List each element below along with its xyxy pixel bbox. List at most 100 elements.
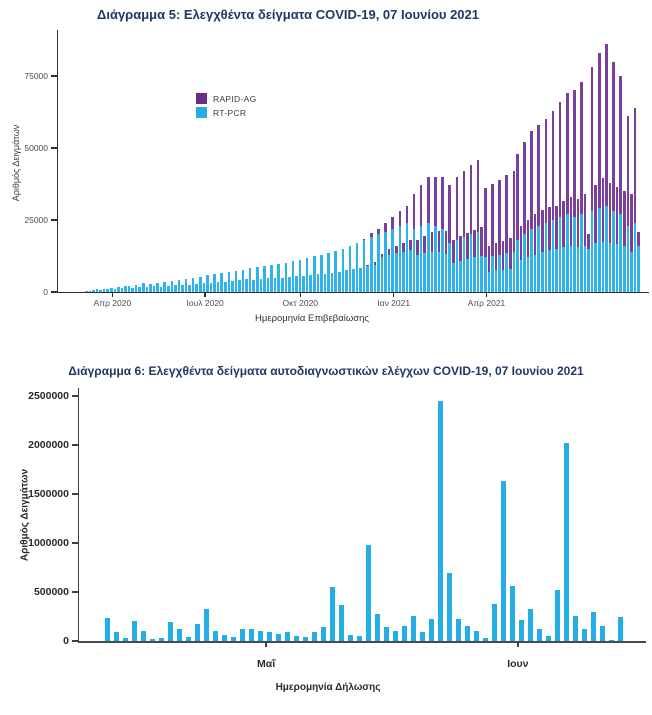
- rt-pcr-segment: [134, 284, 138, 292]
- rt-pcr-segment: [313, 256, 316, 292]
- stacked-bar: [630, 194, 633, 292]
- rapid-ag-segment: [480, 226, 483, 256]
- rt-pcr-segment: [99, 289, 102, 292]
- rapid-ag-segment: [384, 222, 387, 232]
- rt-pcr-segment: [106, 289, 109, 292]
- stacked-bar: [516, 153, 519, 292]
- rt-pcr-segment: [551, 220, 555, 292]
- selftest-bar: [105, 618, 110, 641]
- rapid-ag-segment: [380, 254, 384, 258]
- selftest-bar: [600, 625, 605, 641]
- x-tick-mark: [485, 292, 488, 297]
- rt-pcr-segment: [188, 285, 191, 292]
- rapid-ag-segment: [419, 185, 423, 226]
- stacked-bar: [580, 81, 583, 292]
- stacked-bar: [622, 191, 626, 292]
- stacked-bar: [181, 284, 184, 292]
- rapid-ag-segment: [455, 176, 459, 241]
- stacked-bar: [501, 240, 505, 292]
- stacked-bar: [259, 278, 263, 292]
- rt-pcr-segment: [109, 287, 113, 292]
- rt-pcr-segment: [526, 257, 530, 292]
- stacked-bar: [88, 290, 92, 292]
- rt-pcr-segment: [248, 268, 252, 292]
- rapid-ag-segment: [366, 265, 369, 267]
- rt-pcr-segment: [231, 281, 234, 292]
- stacked-bar: [284, 262, 288, 292]
- stacked-bar: [469, 165, 473, 292]
- rt-pcr-segment: [348, 245, 352, 292]
- selftest-bar: [438, 400, 443, 641]
- stacked-bar: [533, 214, 537, 292]
- rt-pcr-segment: [184, 279, 188, 292]
- rt-pcr-segment: [166, 285, 170, 292]
- stacked-bar: [92, 290, 95, 292]
- stacked-bar: [612, 61, 615, 292]
- stacked-bar: [405, 205, 409, 292]
- selftest-bar: [474, 630, 479, 641]
- stacked-bar: [537, 124, 540, 292]
- selftest-bar: [267, 632, 272, 641]
- y-tick-label: 0: [43, 287, 48, 297]
- rt-pcr-segment: [102, 288, 106, 292]
- selftest-bar: [429, 618, 434, 641]
- y-tick-mark: [72, 640, 78, 642]
- rt-pcr-segment: [337, 272, 341, 292]
- stacked-bar: [202, 283, 206, 292]
- stacked-bar: [337, 272, 341, 292]
- rt-pcr-segment: [359, 267, 362, 292]
- stacked-bar: [142, 283, 145, 292]
- rapid-ag-segment: [391, 217, 394, 229]
- stacked-bar: [145, 287, 149, 292]
- rapid-ag-segment: [473, 229, 476, 258]
- stacked-bar: [391, 217, 394, 292]
- rt-pcr-segment: [630, 251, 633, 292]
- rapid-ag-segment: [498, 179, 501, 255]
- rt-pcr-segment: [558, 217, 562, 292]
- selftest-bar: [168, 621, 173, 641]
- rapid-ag-segment: [373, 262, 377, 265]
- stacked-bar: [512, 171, 516, 292]
- rt-pcr-segment: [637, 245, 640, 292]
- chart1-x-axis-title: Ημερομηνία Επιβεβαίωσης: [255, 313, 369, 324]
- selftest-bar: [420, 632, 425, 641]
- chart1-legend: RAPID-AG RT-PCR: [196, 93, 257, 121]
- rapid-ag-segment: [573, 90, 576, 218]
- stacked-bar: [484, 188, 487, 292]
- stacked-bar: [419, 185, 423, 292]
- stacked-bar: [605, 44, 608, 292]
- stacked-bar: [341, 248, 345, 292]
- rt-pcr-segment: [448, 243, 451, 292]
- rt-pcr-segment: [537, 225, 540, 292]
- x-tick-label: Απρ 2020: [93, 298, 132, 308]
- selftest-bar: [177, 628, 182, 641]
- rt-pcr-segment: [92, 290, 95, 292]
- rapid-ag-segment: [387, 249, 391, 255]
- rt-pcr-segment: [191, 278, 195, 292]
- y-tick-mark: [51, 75, 57, 77]
- stacked-bar: [288, 277, 291, 292]
- stacked-bar: [498, 179, 501, 292]
- rt-pcr-segment: [152, 286, 156, 292]
- chart2-x-axis-title: Ημερομηνία Δήλωσης: [275, 682, 381, 693]
- rt-pcr-segment: [145, 287, 149, 292]
- stacked-bar: [377, 228, 380, 292]
- selftest-bar: [312, 632, 317, 641]
- rt-pcr-segment: [594, 243, 597, 292]
- rt-pcr-segment: [451, 263, 455, 292]
- y-tick-mark: [51, 291, 57, 293]
- selftest-bar: [195, 624, 200, 641]
- rt-pcr-segment: [380, 257, 384, 292]
- rt-pcr-segment: [131, 287, 134, 292]
- rapid-ag-segment: [583, 194, 587, 246]
- rt-pcr-segment: [127, 285, 131, 292]
- rt-pcr-segment: [117, 286, 120, 292]
- stacked-bar: [170, 281, 174, 292]
- y-tick-label: 25000: [24, 215, 48, 225]
- rapid-ag-segment: [402, 243, 405, 252]
- rapid-ag-segment: [462, 171, 466, 238]
- stacked-bar: [231, 281, 234, 292]
- rapid-ag-segment: [416, 240, 419, 255]
- stacked-bar: [451, 240, 455, 292]
- rapid-ag-segment: [562, 201, 565, 248]
